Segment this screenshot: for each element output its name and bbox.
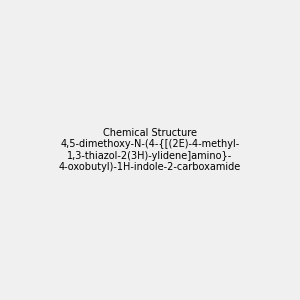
Text: Chemical Structure
4,5-dimethoxy-N-(4-{[(2E)-4-methyl-
1,3-thiazol-2(3H)-ylidene: Chemical Structure 4,5-dimethoxy-N-(4-{[… — [59, 128, 241, 172]
